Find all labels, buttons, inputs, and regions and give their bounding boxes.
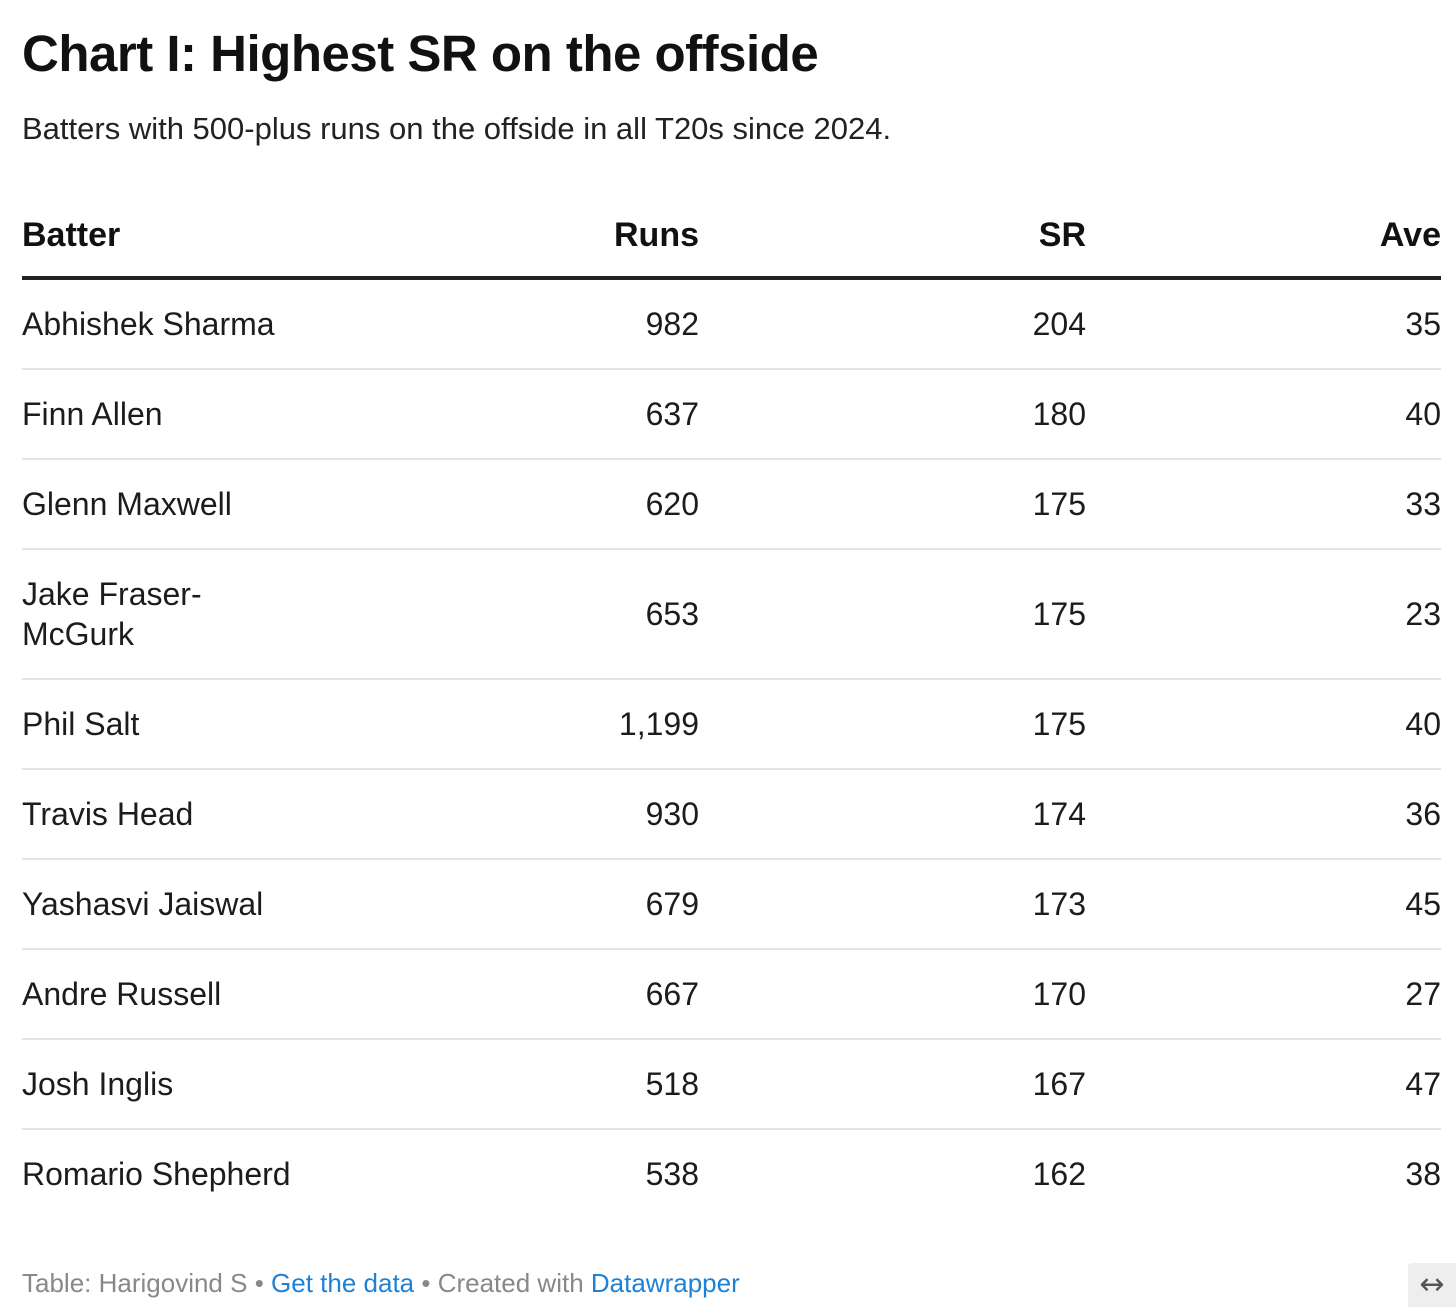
runs-cell: 1,199 (422, 679, 699, 770)
sr-cell: 175 (699, 679, 1086, 770)
sr-cell: 180 (699, 369, 1086, 460)
chart-footer: Table: Harigovind S • Get the data • Cre… (22, 1265, 740, 1301)
ave-cell: 40 (1086, 679, 1441, 770)
data-table: Batter Runs SR Ave Abhishek Sharma 982 2… (22, 195, 1441, 1218)
batter-cell: Glenn Maxwell (22, 459, 422, 550)
column-header-ave[interactable]: Ave (1086, 195, 1441, 280)
source-text: Table: Harigovind S (22, 1268, 248, 1298)
sr-cell: 170 (699, 949, 1086, 1040)
sr-cell: 167 (699, 1039, 1086, 1130)
chart-title: Chart I: Highest SR on the offside (22, 25, 819, 82)
column-header-sr[interactable]: SR (699, 195, 1086, 280)
table-row: Jake Fraser-McGurk 653 175 23 (22, 549, 1441, 680)
footer-separator: • (247, 1268, 272, 1298)
resize-icon[interactable]: ↔ (1408, 1263, 1456, 1307)
table-row: Finn Allen 637 180 40 (22, 369, 1441, 460)
batter-cell: Josh Inglis (22, 1039, 422, 1130)
runs-cell: 982 (422, 278, 699, 370)
ave-cell: 36 (1086, 769, 1441, 860)
sr-cell: 174 (699, 769, 1086, 860)
batter-cell: Andre Russell (22, 949, 422, 1040)
table-row: Yashasvi Jaiswal 679 173 45 (22, 859, 1441, 950)
runs-cell: 518 (422, 1039, 699, 1130)
sr-cell: 175 (699, 459, 1086, 550)
runs-cell: 620 (422, 459, 699, 550)
sr-cell: 173 (699, 859, 1086, 950)
sr-cell: 204 (699, 278, 1086, 370)
table-row: Glenn Maxwell 620 175 33 (22, 459, 1441, 550)
created-with-text: Created with (437, 1268, 591, 1298)
ave-cell: 47 (1086, 1039, 1441, 1130)
chart-subtitle: Batters with 500-plus runs on the offsid… (22, 111, 892, 146)
runs-cell: 653 (422, 549, 699, 680)
table-row: Travis Head 930 174 36 (22, 769, 1441, 860)
runs-cell: 930 (422, 769, 699, 860)
runs-cell: 538 (645, 1155, 699, 1192)
table-row: Abhishek Sharma 982 204 35 (22, 278, 1441, 370)
column-header-runs[interactable]: Runs (422, 195, 699, 280)
batter-cell: Yashasvi Jaiswal (22, 859, 422, 950)
batter-cell: Phil Salt (22, 679, 422, 770)
runs-cell: 679 (422, 859, 699, 950)
footer-separator: • (414, 1268, 438, 1298)
batter-cell: Travis Head (22, 769, 422, 860)
runs-cell: 667 (422, 949, 699, 1040)
ave-cell: 35 (1086, 278, 1441, 370)
ave-cell: 38 (1405, 1155, 1441, 1192)
ave-cell: 40 (1086, 369, 1441, 460)
column-header-batter[interactable]: Batter (22, 195, 422, 280)
batter-cell: Abhishek Sharma (22, 278, 422, 370)
ave-cell: 27 (1086, 949, 1441, 1040)
batter-cell: Romario Shepherd (22, 1156, 291, 1192)
batter-cell: Jake Fraser-McGurk (22, 549, 422, 680)
table-row: Phil Salt 1,199 175 40 (22, 679, 1441, 770)
batter-name-wrap: Jake Fraser-McGurk (22, 576, 202, 652)
table-header-row: Batter Runs SR Ave (22, 195, 1441, 280)
datawrapper-link[interactable]: Datawrapper (590, 1268, 740, 1298)
table-row: Andre Russell 667 170 27 (22, 949, 1441, 1040)
sr-cell: 175 (699, 549, 1086, 680)
ave-cell: 45 (1086, 859, 1441, 950)
ave-cell: 23 (1086, 549, 1441, 680)
ave-cell: 33 (1086, 459, 1441, 550)
sr-cell: 162 (1032, 1155, 1086, 1192)
runs-cell: 637 (422, 369, 699, 460)
table-row: Josh Inglis 518 167 47 (22, 1039, 1441, 1130)
get-the-data-link[interactable]: Get the data (271, 1268, 415, 1298)
table-row: Romario Shepherd 538 162 38 (22, 1129, 1441, 1218)
batter-cell: Finn Allen (22, 369, 422, 460)
